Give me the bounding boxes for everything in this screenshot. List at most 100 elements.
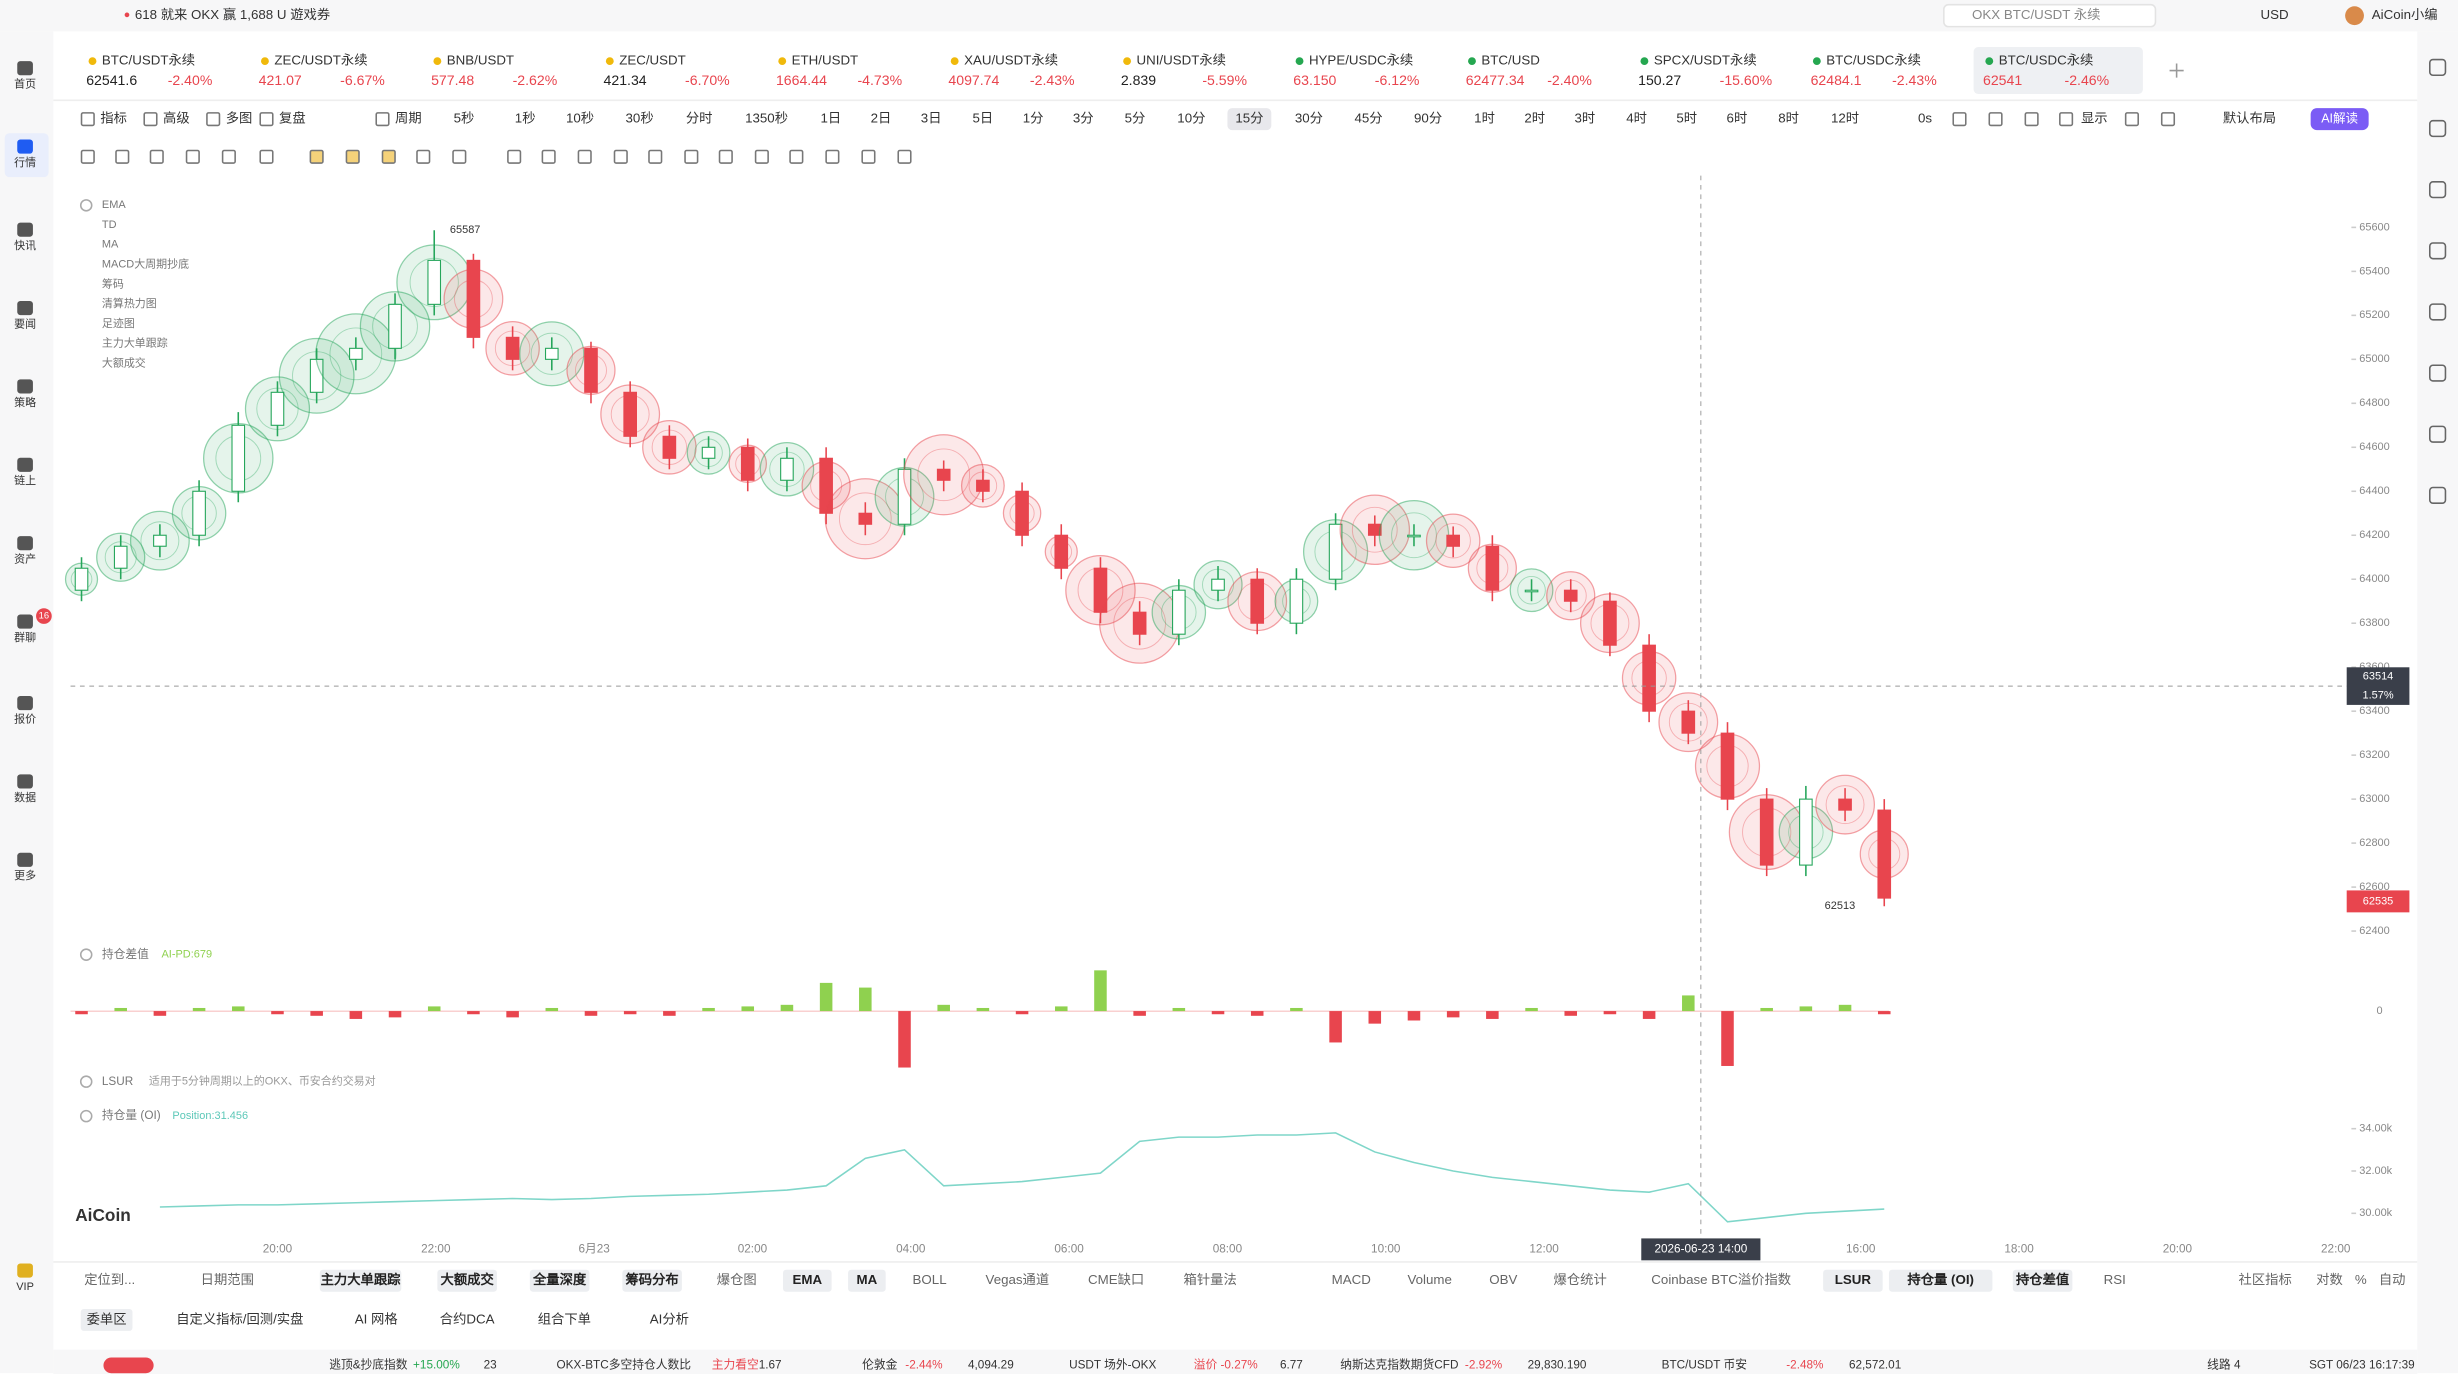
tool-icon[interactable]: [1952, 112, 1967, 127]
indicator-tab[interactable]: OBV: [1489, 1272, 1517, 1287]
ticker-price[interactable]: 1664.44: [776, 72, 827, 88]
panel-tab[interactable]: 合约DCA: [440, 1311, 495, 1326]
indicator-tab[interactable]: 全量深度: [532, 1271, 587, 1287]
toolbar-item[interactable]: 高级: [163, 110, 190, 126]
period[interactable]: 45分: [1354, 111, 1382, 126]
indicator-tab[interactable]: MACD: [1332, 1272, 1371, 1287]
period[interactable]: 5分: [1125, 111, 1146, 126]
tool-icon[interactable]: [648, 149, 663, 164]
period[interactable]: 8时: [1778, 111, 1799, 126]
sidebar-icon[interactable]: [17, 774, 33, 789]
indicator-tab[interactable]: Volume: [1407, 1272, 1451, 1287]
ticker-price[interactable]: 62484.1: [1811, 72, 1862, 88]
sidebar-label[interactable]: 更多: [14, 868, 36, 882]
tool-icon[interactable]: [185, 149, 200, 164]
period[interactable]: 4时: [1626, 111, 1647, 126]
tool-icon[interactable]: [259, 149, 274, 164]
ticker-price[interactable]: 421.34: [604, 72, 647, 88]
ticker-name[interactable]: HYPE/USDC永续: [1309, 53, 1413, 68]
sidebar-label[interactable]: 报价: [14, 711, 36, 725]
tool-icon[interactable]: [2059, 112, 2074, 127]
tool-icon[interactable]: [381, 149, 396, 164]
period[interactable]: 5日: [973, 111, 994, 126]
ticker-name[interactable]: BTC/USDC永续: [1999, 53, 2094, 68]
panel-tab[interactable]: 委单区: [87, 1311, 127, 1326]
ticker-price[interactable]: 62477.34: [1466, 72, 1525, 88]
tool-icon[interactable]: [613, 149, 628, 164]
right-icon[interactable]: [2428, 58, 2447, 77]
search-box[interactable]: [1943, 3, 2157, 28]
tool-icon[interactable]: [345, 149, 360, 164]
tool-icon[interactable]: [309, 149, 324, 164]
period[interactable]: 5秒: [454, 111, 475, 126]
sidebar-icon[interactable]: [17, 61, 33, 76]
avatar[interactable]: [2345, 6, 2364, 26]
ai-button[interactable]: [2310, 108, 2369, 131]
ticker-name[interactable]: ETH/USDT: [792, 53, 859, 68]
indicator-tab[interactable]: 持仓差值: [2016, 1271, 2070, 1287]
display[interactable]: 显示: [2081, 111, 2108, 126]
period[interactable]: 10秒: [566, 111, 594, 126]
panel-tab[interactable]: AI 网格: [355, 1311, 398, 1326]
tool-icon[interactable]: [789, 149, 804, 164]
period[interactable]: 3日: [921, 111, 942, 126]
indicator-tab[interactable]: BOLL: [913, 1272, 947, 1287]
toolbar-item[interactable]: 复盘: [279, 110, 306, 126]
user[interactable]: AiCoin小编: [2372, 7, 2438, 22]
period[interactable]: 3时: [1574, 111, 1595, 126]
currency[interactable]: USD: [2260, 7, 2288, 22]
indicator-tab[interactable]: 大额成交: [441, 1271, 495, 1287]
tool-icon[interactable]: [541, 149, 556, 164]
ticker-name[interactable]: BNB/USDT: [447, 53, 514, 68]
toggle[interactable]: [79, 948, 93, 961]
indicator-tab[interactable]: 对数: [2316, 1272, 2343, 1287]
indicator-tab[interactable]: MA: [857, 1272, 878, 1287]
ticker-name[interactable]: BTC/USDC永续: [1826, 53, 1921, 68]
toggle[interactable]: [79, 199, 93, 212]
layout[interactable]: 默认布局: [2223, 111, 2276, 126]
period[interactable]: 3分: [1073, 111, 1094, 126]
tool-icon[interactable]: [80, 149, 95, 164]
period[interactable]: 90分: [1414, 111, 1442, 126]
indicator-tab[interactable]: LSUR: [1835, 1272, 1872, 1287]
add-tab[interactable]: [2169, 63, 2184, 78]
sidebar-icon[interactable]: [17, 1263, 33, 1278]
tool-icon[interactable]: [684, 149, 699, 164]
period[interactable]: 15分: [1235, 111, 1263, 126]
tool-icon[interactable]: [861, 149, 876, 164]
period[interactable]: 2日: [871, 111, 892, 126]
sidebar-label[interactable]: 首页: [14, 77, 36, 91]
sidebar-icon[interactable]: [17, 536, 33, 551]
sidebar-icon[interactable]: [17, 300, 33, 316]
period[interactable]: 1日: [820, 111, 841, 126]
indicator-tab[interactable]: 定位到...: [84, 1272, 135, 1287]
period[interactable]: 1分: [1023, 111, 1044, 126]
toolbar-item[interactable]: 多图: [226, 110, 253, 126]
toolbar-item[interactable]: 周期: [395, 111, 422, 126]
period[interactable]: 1350秒: [745, 111, 788, 126]
sidebar-icon[interactable]: [17, 139, 33, 154]
ticker-price[interactable]: 62541: [1983, 72, 2022, 88]
ticker-name[interactable]: ZEC/USDT永续: [274, 53, 367, 68]
tool-icon[interactable]: [577, 149, 592, 164]
tool-icon[interactable]: [416, 149, 431, 164]
sidebar-icon[interactable]: [17, 614, 33, 629]
tool-icon[interactable]: [221, 149, 236, 164]
ticker-name[interactable]: SPCX/USDT永续: [1654, 53, 1757, 68]
right-icon[interactable]: [2428, 303, 2447, 321]
tool-icon[interactable]: [897, 149, 912, 164]
right-icon[interactable]: [2428, 486, 2447, 504]
tool-icon[interactable]: [452, 149, 467, 164]
right-icon[interactable]: [2428, 181, 2447, 199]
sidebar-label[interactable]: 资产: [14, 552, 36, 566]
period[interactable]: 30分: [1295, 111, 1323, 126]
tool-icon[interactable]: [825, 149, 840, 164]
tool-icon[interactable]: [149, 149, 164, 164]
indicator-tab[interactable]: CME缺口: [1088, 1272, 1144, 1287]
toolbar-item[interactable]: 指标: [100, 111, 127, 126]
panel-tab[interactable]: AI分析: [650, 1311, 689, 1326]
period[interactable]: 1秒: [515, 111, 536, 126]
indicator-tab[interactable]: 日期范围: [201, 1272, 254, 1287]
sidebar-label[interactable]: 要闻: [14, 316, 36, 330]
ticker-price[interactable]: 150.27: [1638, 72, 1681, 88]
